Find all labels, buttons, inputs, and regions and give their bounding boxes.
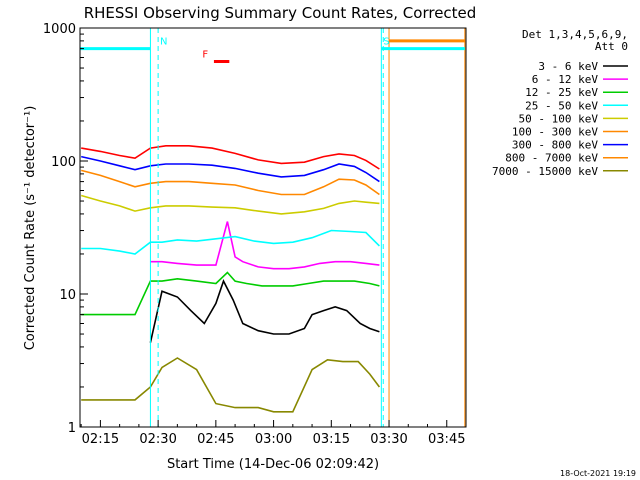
x-tick-label: 03:30	[370, 432, 407, 447]
flag-label-n: N	[160, 37, 167, 48]
legend-title-line: Att 0	[595, 40, 628, 53]
legend-title-line: Det 1,3,4,5,6,9,	[522, 28, 628, 41]
series-line-25-50-kev	[81, 229, 380, 255]
x-tick-label: 03:00	[255, 432, 292, 447]
flag-label-s: S	[383, 37, 389, 48]
y-tick-label: 1	[68, 421, 76, 436]
chart-title: RHESSI Observing Summary Count Rates, Co…	[84, 4, 477, 22]
x-tick-label: 02:30	[139, 432, 176, 447]
series-line-6-12-kev	[150, 221, 380, 270]
legend-label-300-800-kev: 300 - 800 keV	[512, 139, 598, 152]
flag-label-f: F	[202, 49, 208, 60]
y-tick-label: 1000	[43, 22, 76, 37]
series-line-top-red	[81, 145, 380, 170]
series-line-100-300-kev	[80, 169, 380, 196]
x-tick-label: 02:45	[197, 432, 234, 447]
legend-label-50-100-kev: 50 - 100 keV	[519, 112, 599, 125]
y-tick-label: 100	[51, 155, 76, 170]
y-axis-label: Corrected Count Rate (s⁻¹ detector⁻¹)	[23, 106, 38, 351]
series-line-50-100-kev	[80, 194, 380, 215]
plot-series	[80, 145, 381, 413]
series-line-7000-15000-kev	[81, 357, 381, 413]
series-line-300-800-kev	[81, 155, 380, 183]
plot-timestamp: 18-Oct-2021 19:19	[560, 469, 636, 478]
legend-label-7000-15000-kev: 7000 - 15000 keV	[492, 165, 598, 178]
plot-flags: N S F	[80, 28, 466, 427]
x-tick-label: 02:15	[82, 432, 119, 447]
legend-label-25-50-kev: 25 - 50 keV	[525, 99, 598, 112]
x-axis-label: Start Time (14-Dec-06 02:09:42)	[167, 457, 379, 472]
legend-label-3-6-kev: 3 - 6 keV	[538, 60, 598, 73]
y-axis: 1 10 100 1000	[43, 22, 88, 436]
y-tick-label: 10	[59, 288, 76, 303]
plot-frame	[79, 27, 467, 428]
series-line-3-6-kev	[149, 279, 380, 343]
x-tick-label: 03:15	[313, 432, 350, 447]
series-line-12-25-kev	[81, 271, 380, 316]
legend-label-12-25-kev: 12 - 25 keV	[525, 86, 598, 99]
legend-label-6-12-kev: 6 - 12 keV	[532, 73, 599, 86]
x-axis: 02:15 02:30 02:45 03:00 03:15 03:30 03:45	[80, 420, 467, 447]
x-tick-label: 03:45	[428, 432, 465, 447]
legend-label-100-300-kev: 100 - 300 keV	[512, 126, 598, 139]
legend-label-800-7000-kev: 800 - 7000 keV	[505, 152, 598, 165]
